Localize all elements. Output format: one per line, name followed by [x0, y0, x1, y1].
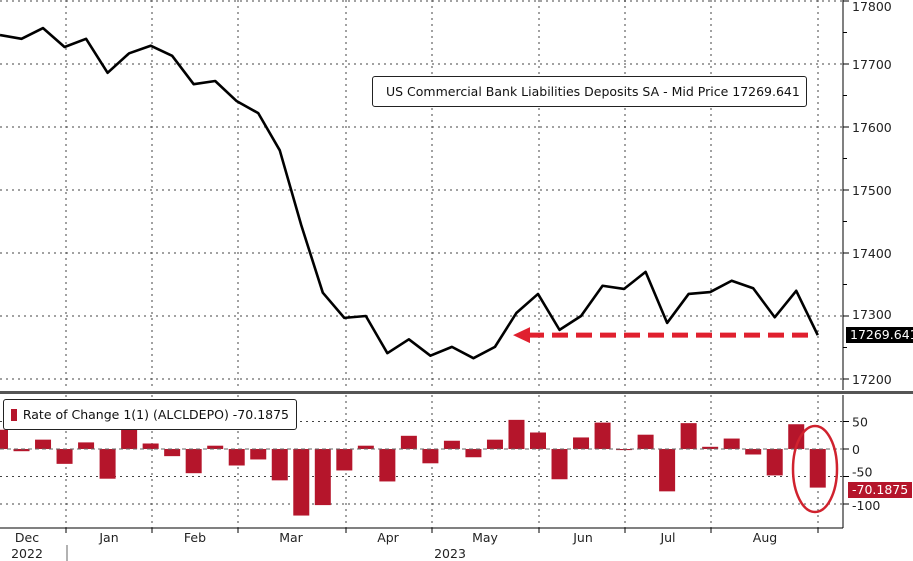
bar: [293, 449, 310, 516]
panel-divider: [0, 391, 913, 394]
x-month-label: Mar: [279, 530, 303, 545]
bar: [594, 422, 611, 449]
bar-legend: Rate of Change 1(1) (ALCLDEPO) -70.1875: [3, 399, 297, 430]
deposits-line: [0, 26, 819, 360]
bar: [508, 419, 525, 449]
bar: [486, 439, 503, 449]
bar: [13, 449, 30, 452]
y-tick-label-bottom: -100: [852, 498, 880, 513]
bar: [99, 449, 116, 479]
bar: [164, 449, 181, 457]
y-tick-label-bottom: 50: [852, 415, 868, 430]
legend-swatch-red: [11, 408, 17, 421]
y-tick-label-top: 17700: [852, 57, 892, 72]
bar: [379, 449, 396, 482]
y-tick-label-top: 17300: [852, 307, 892, 322]
bar: [723, 438, 740, 449]
bar: [336, 449, 353, 471]
x-month-label: Jul: [659, 530, 675, 545]
bar: [530, 432, 546, 449]
bar: [357, 445, 374, 449]
bar: [121, 429, 138, 449]
y-tick-label-top: 17800: [852, 0, 892, 14]
bar: [78, 442, 95, 449]
bar: [314, 449, 331, 506]
bar: [680, 423, 697, 449]
bar-last-value-tag: -70.1875: [848, 482, 913, 498]
bar-legend-text: Rate of Change 1(1) (ALCLDEPO) -70.1875: [22, 407, 289, 422]
bar: [0, 429, 8, 449]
bar: [422, 449, 439, 464]
bar: [400, 435, 417, 449]
x-year-label: 2022: [11, 546, 43, 561]
bar: [637, 434, 654, 449]
x-month-label: Dec: [15, 530, 39, 545]
x-month-label: Jun: [572, 530, 593, 545]
x-year-label: 2023: [434, 546, 466, 561]
bar: [766, 449, 783, 476]
red-ellipse-highlight: [791, 424, 839, 514]
bar: [616, 449, 633, 451]
x-month-label: May: [472, 530, 498, 545]
bar: [35, 439, 52, 449]
red-arrow-head: [513, 327, 530, 344]
bar: [573, 437, 590, 449]
bar: [809, 449, 826, 488]
y-tick-label-top: 17600: [852, 120, 892, 135]
line-legend-text: US Commercial Bank Liabilities Deposits …: [386, 84, 800, 99]
line-legend: US Commercial Bank Liabilities Deposits …: [372, 76, 807, 107]
x-month-label: Feb: [184, 530, 206, 545]
x-month-label: Apr: [377, 530, 399, 545]
y-tick-label-bottom: 0: [852, 442, 860, 457]
y-tick-label-top: 17400: [852, 246, 892, 261]
y-tick-label-top: 17200: [852, 372, 892, 387]
x-month-label: Aug: [753, 530, 777, 545]
bar: [250, 449, 267, 460]
bar: [788, 424, 805, 449]
bar: [271, 449, 288, 481]
line-last-value-tag: 17269.641: [846, 327, 913, 343]
y-tick-label-bottom: -50: [852, 465, 872, 480]
bar: [465, 449, 482, 458]
bar: [702, 446, 719, 449]
x-month-label: Jan: [98, 530, 118, 545]
bar: [551, 449, 568, 480]
bar: [228, 449, 245, 466]
bar: [207, 445, 224, 449]
bar: [142, 443, 159, 449]
bar: [443, 440, 460, 449]
y-tick-label-top: 17500: [852, 183, 892, 198]
bar: [185, 449, 202, 474]
bar: [56, 449, 73, 464]
bar: [659, 449, 676, 492]
bar: [745, 449, 762, 455]
